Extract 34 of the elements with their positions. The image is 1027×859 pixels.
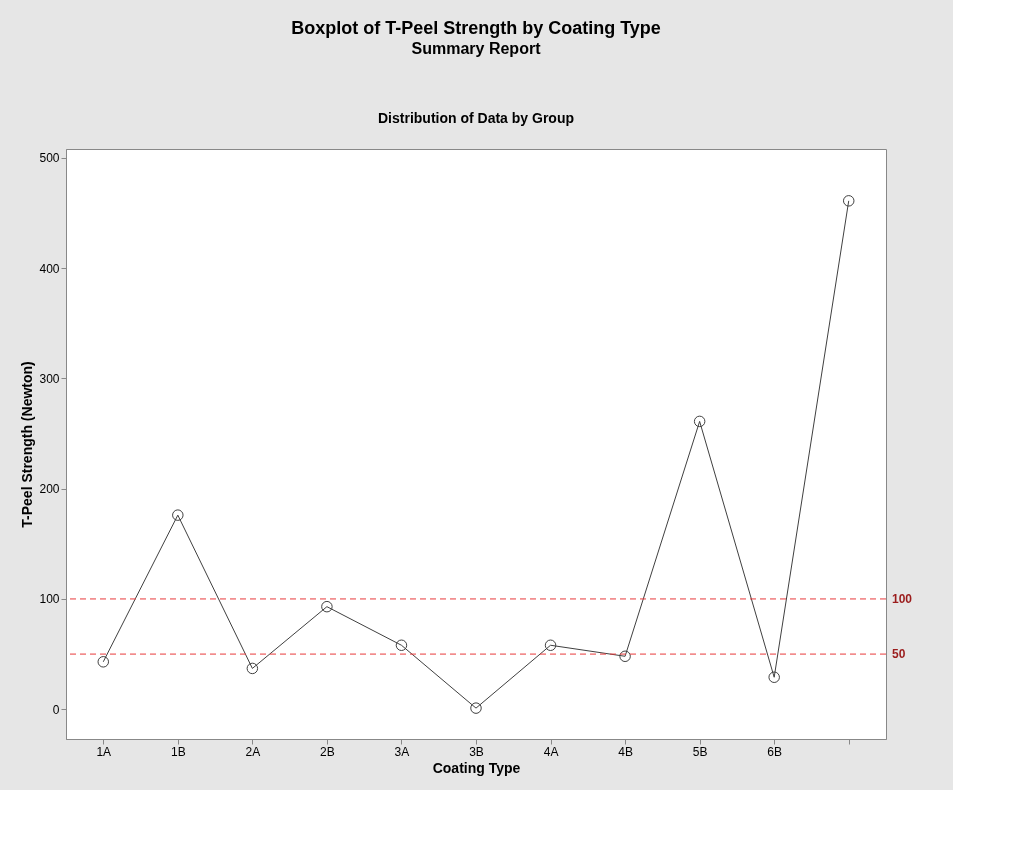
point	[246, 662, 259, 675]
x-tick-label: 6B	[767, 744, 783, 759]
x-axis-title: Coating Type	[432, 759, 521, 776]
point	[97, 656, 110, 668]
point	[395, 639, 408, 651]
x-tick-label: 2B	[320, 744, 335, 759]
y-tick-label: 300	[39, 371, 60, 386]
chart-title: Boxplot of T-Peel Strength by Coating Type	[291, 18, 661, 38]
x-tick-label: 2A	[245, 744, 261, 759]
chart-subtitle: Summary Report	[411, 40, 542, 57]
y-tick-label: 100	[39, 592, 60, 607]
y-tick-label: 500	[39, 151, 60, 166]
point	[693, 415, 706, 428]
x-tick-label: 3A	[394, 744, 410, 759]
x-tick-label: 5B	[692, 744, 708, 759]
x-tick-label: 4A	[543, 744, 559, 759]
point	[172, 509, 184, 521]
x-tick-label: 1B	[170, 744, 186, 759]
y-tick-label: 200	[39, 482, 60, 497]
point	[768, 671, 780, 683]
point	[470, 702, 482, 714]
ref-line-label: 100	[892, 591, 913, 606]
x-tick-label: 4B	[618, 744, 633, 759]
point	[619, 650, 631, 663]
y-tick-label: 400	[39, 261, 60, 276]
point	[321, 600, 333, 613]
x-tick-label: 1A	[96, 744, 112, 759]
y-tick-label: 0	[52, 702, 60, 717]
point	[842, 195, 855, 207]
x-tick-label: 3B	[469, 744, 484, 759]
text: Distribution of Data by Group	[378, 110, 574, 126]
y-axis-title: T-Peel Strength (Newton)	[19, 361, 36, 528]
ref-line-label: 50	[892, 647, 906, 662]
point	[544, 639, 557, 651]
